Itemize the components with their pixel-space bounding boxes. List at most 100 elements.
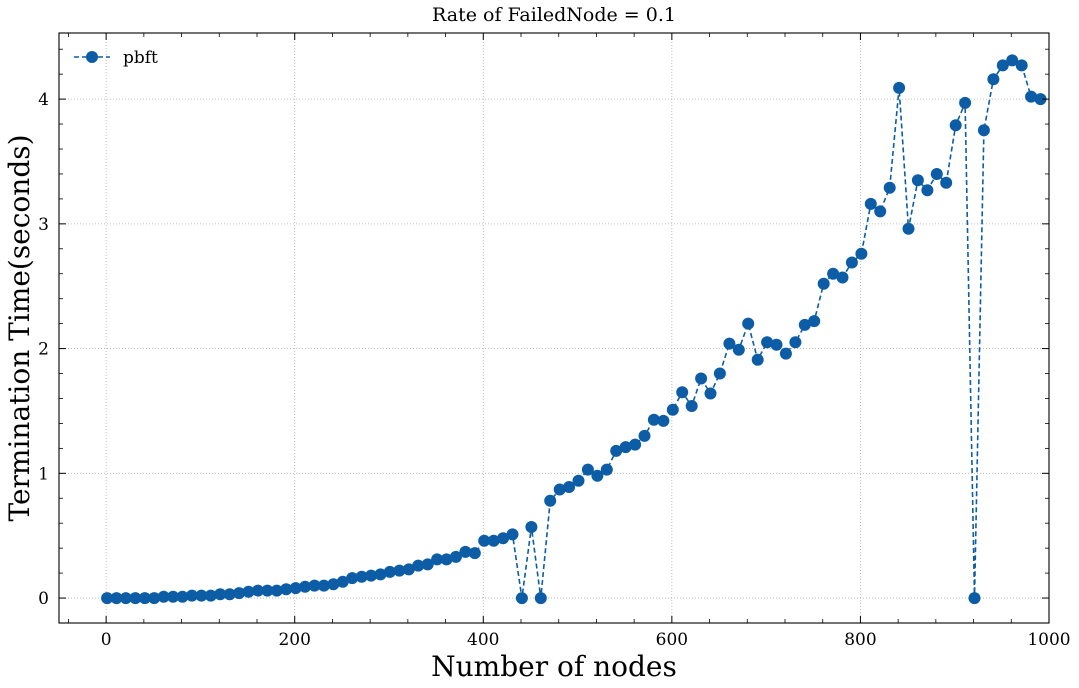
data-point bbox=[365, 569, 378, 582]
data-point bbox=[789, 336, 802, 349]
data-point bbox=[959, 96, 972, 109]
data-point bbox=[214, 588, 227, 601]
data-point bbox=[1034, 93, 1047, 106]
data-point bbox=[431, 553, 444, 566]
data-point bbox=[638, 429, 651, 442]
data-point bbox=[355, 570, 368, 583]
x-tick-label: 200 bbox=[278, 630, 310, 650]
data-point bbox=[921, 184, 934, 197]
series-line-pbft bbox=[107, 59, 1041, 599]
data-point bbox=[676, 386, 689, 399]
x-axis-label: Number of nodes bbox=[431, 650, 677, 683]
data-point bbox=[336, 575, 349, 588]
data-point bbox=[449, 550, 462, 563]
data-point bbox=[704, 387, 717, 400]
data-point bbox=[299, 580, 312, 593]
data-point bbox=[459, 545, 472, 558]
data-point bbox=[940, 176, 953, 189]
data-point bbox=[346, 572, 359, 585]
data-point bbox=[327, 578, 340, 591]
data-point bbox=[487, 534, 500, 547]
data-point bbox=[647, 413, 660, 426]
data-point bbox=[977, 124, 990, 137]
data-point bbox=[402, 563, 415, 576]
data-point bbox=[732, 343, 745, 356]
data-point bbox=[893, 81, 906, 94]
data-point bbox=[1015, 59, 1028, 72]
data-point bbox=[534, 592, 547, 605]
x-tick-label: 800 bbox=[844, 630, 876, 650]
x-tick-label: 1000 bbox=[1027, 630, 1070, 650]
data-point bbox=[591, 469, 604, 482]
data-point bbox=[289, 582, 302, 595]
data-point bbox=[525, 521, 538, 533]
data-point bbox=[685, 400, 698, 412]
data-point bbox=[119, 592, 132, 605]
data-point bbox=[817, 277, 830, 290]
data-point bbox=[242, 585, 255, 598]
data-point bbox=[874, 205, 887, 218]
data-point bbox=[619, 441, 632, 454]
data-point bbox=[251, 584, 264, 597]
data-point bbox=[261, 584, 274, 597]
axis-ticks bbox=[59, 33, 1050, 623]
data-point bbox=[421, 558, 434, 571]
data-point bbox=[440, 553, 453, 566]
data-point bbox=[167, 590, 180, 603]
legend-label-pbft: pbft bbox=[123, 48, 158, 68]
data-point bbox=[930, 168, 943, 180]
data-point bbox=[374, 568, 387, 581]
tick-labels: 0 200 400 600 800 1000 0 1 2 3 4 bbox=[38, 90, 1070, 650]
data-point bbox=[657, 414, 670, 427]
data-point bbox=[911, 174, 924, 187]
data-point bbox=[185, 589, 198, 602]
data-point bbox=[176, 590, 189, 603]
data-point bbox=[497, 532, 510, 545]
data-point bbox=[610, 444, 623, 457]
data-point bbox=[629, 438, 642, 451]
data-point bbox=[195, 589, 208, 602]
x-tick-label: 0 bbox=[101, 630, 112, 650]
y-tick-label: 4 bbox=[38, 90, 49, 110]
y-tick-label: 0 bbox=[38, 589, 49, 609]
data-point bbox=[515, 592, 528, 605]
data-point bbox=[101, 592, 114, 605]
data-point bbox=[666, 403, 679, 416]
data-point bbox=[949, 119, 962, 132]
data-point bbox=[204, 589, 217, 602]
data-point bbox=[751, 353, 764, 366]
data-point bbox=[695, 372, 708, 385]
data-point bbox=[968, 592, 981, 605]
data-point bbox=[412, 559, 425, 572]
y-tick-label: 1 bbox=[38, 464, 49, 484]
data-point bbox=[798, 318, 811, 331]
data-point bbox=[864, 197, 877, 210]
y-tick-label: 2 bbox=[38, 340, 49, 360]
data-point bbox=[770, 338, 783, 351]
data-point bbox=[553, 483, 566, 496]
data-point bbox=[836, 271, 849, 284]
data-point bbox=[1025, 90, 1038, 103]
data-point bbox=[779, 347, 792, 360]
data-point bbox=[883, 181, 896, 194]
plot-frame bbox=[58, 32, 1050, 624]
data-point bbox=[468, 547, 481, 560]
y-tick-label: 3 bbox=[38, 215, 49, 235]
data-point bbox=[1006, 54, 1019, 67]
data-point bbox=[393, 564, 406, 577]
data-point bbox=[317, 579, 330, 592]
chart-title: Rate of FailedNode = 0.1 bbox=[432, 4, 676, 26]
data-point bbox=[761, 336, 774, 349]
data-point bbox=[572, 474, 585, 487]
data-point bbox=[383, 565, 396, 578]
data-point bbox=[110, 592, 123, 605]
x-tick-label: 400 bbox=[467, 630, 499, 650]
data-point bbox=[996, 59, 1009, 72]
grid bbox=[59, 33, 1049, 623]
data-point bbox=[902, 222, 915, 235]
data-point bbox=[223, 588, 236, 601]
data-point bbox=[827, 267, 840, 280]
series-pbft bbox=[101, 54, 1047, 605]
data-point bbox=[742, 317, 755, 330]
legend-marker bbox=[86, 51, 98, 63]
